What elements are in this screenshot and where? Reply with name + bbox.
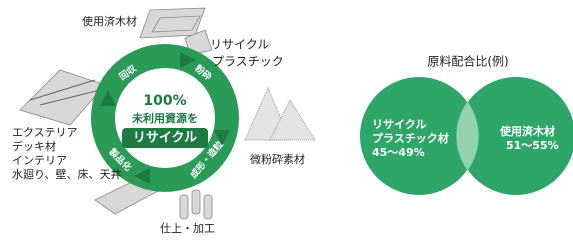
pellet-icon (180, 190, 212, 219)
diagram: 100% 未利用資源を リサイクル 回収 粉砕 成形・造粒 製品化 使用済木材 … (0, 0, 573, 241)
venn-text: 51～55% (506, 139, 559, 152)
center-text: 未利用資源を (131, 111, 198, 125)
powder-icon (245, 88, 315, 140)
center-text: 100% (143, 93, 186, 109)
use-label: インテリア (12, 154, 67, 167)
venn-text: 使用済木材 (499, 124, 555, 138)
material-label: 微粉砕素材 (250, 152, 305, 166)
material-label: リサイクル (210, 38, 269, 52)
venn-text: 45～49% (372, 146, 425, 159)
use-label: エクステリア (12, 126, 78, 139)
venn-text: プラスチック材 (372, 131, 449, 145)
material-label: 使用済木材 (82, 14, 137, 28)
material-label: 仕上・加工 (160, 222, 215, 235)
use-label: 水廻り、壁、床、天井 (12, 167, 122, 181)
center-text: リサイクル (133, 131, 197, 146)
use-label: デッキ材 (12, 139, 56, 153)
ratio-title: 原料配合比(例) (427, 54, 508, 69)
material-label: プラスチック (212, 55, 284, 69)
venn-text: リサイクル (372, 118, 426, 131)
